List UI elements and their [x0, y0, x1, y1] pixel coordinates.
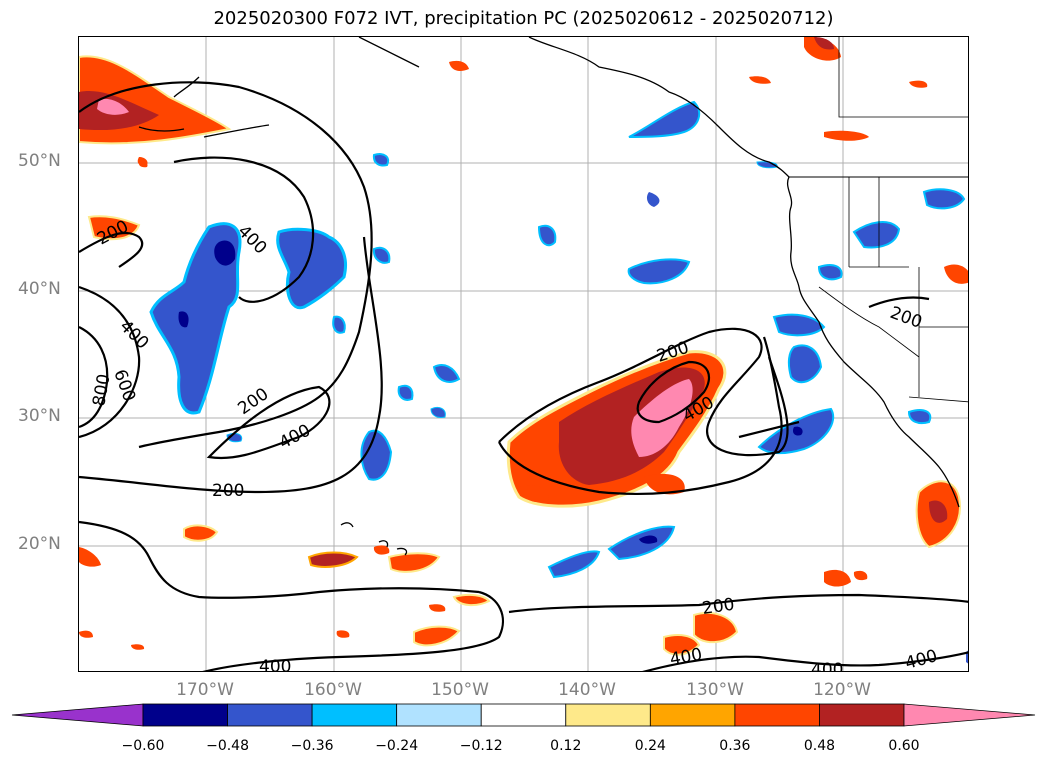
contour-ivt-15 — [868, 296, 930, 309]
contour-label: 400 — [811, 660, 843, 672]
contour-label: 200 — [701, 595, 736, 619]
contour-ivt-9 — [498, 336, 783, 496]
colorbar-tick-label: 0.60 — [888, 738, 920, 754]
contour-label: 400 — [668, 645, 703, 670]
contour-label: 600 — [109, 367, 139, 404]
colorbar-extend-max — [903, 703, 1036, 727]
negative-anomalies — [149, 100, 968, 664]
colorbar-segment — [565, 703, 651, 727]
contour-ivt-7 — [79, 236, 383, 494]
map-title: 2025020300 F072 IVT, precipitation PC (2… — [213, 8, 834, 29]
colorbar-tick-label: −0.48 — [206, 738, 249, 754]
lat-label-30n: 30°N — [18, 406, 61, 426]
contour-ivt-6 — [206, 385, 331, 460]
lon-label-130w: 130°W — [686, 680, 744, 700]
colorbar-tick-label: 0.12 — [550, 738, 582, 754]
anomaly-neg-west — [149, 222, 242, 415]
colorbar-segment — [396, 703, 482, 727]
lon-label-140w: 140°W — [558, 680, 616, 700]
contour-ivt-8 — [498, 327, 789, 457]
coastlines — [138, 37, 968, 556]
contour-ivt-2 — [173, 156, 315, 303]
lat-label-20n: 20°N — [18, 534, 61, 554]
contour-ivt-1 — [79, 81, 373, 449]
colorbar — [11, 703, 1036, 727]
map-panel: 200 400 800 600 400 200 400 200 200 400 … — [78, 36, 969, 672]
lon-label-160w: 160°W — [304, 680, 362, 700]
map-canvas: 200 400 800 600 400 200 400 200 200 400 … — [79, 37, 968, 672]
contour-label: 200 — [212, 481, 244, 501]
colorbar-tick-label: −0.60 — [121, 738, 165, 754]
contour-ivt-10 — [636, 360, 711, 424]
colorbar-segment — [734, 703, 820, 727]
contour-label: 400 — [276, 421, 314, 454]
colorbar-tick-label: −0.12 — [459, 738, 503, 754]
contour-ivt-5 — [79, 232, 144, 268]
colorbar-extend-min — [11, 703, 144, 727]
lon-label-120w: 120°W — [813, 680, 871, 700]
contour-ivt-11 — [79, 520, 480, 599]
colorbar-segment — [819, 703, 905, 727]
colorbar-tick-label: −0.36 — [290, 738, 334, 754]
contour-label: 400 — [903, 646, 940, 672]
lat-label-50n: 50°N — [18, 151, 61, 171]
contour-ivt-16 — [738, 420, 800, 439]
colorbar-tick-label: 0.36 — [719, 738, 751, 754]
contour-label: 400 — [259, 657, 291, 672]
colorbar-segment — [311, 703, 398, 727]
positive-anomalies — [79, 37, 968, 656]
contour-label: 400 — [115, 316, 152, 353]
contour-ivt-12 — [202, 590, 504, 671]
colorbar-segment — [480, 703, 567, 727]
colorbar-tick-label: −0.24 — [375, 738, 419, 754]
lon-label-150w: 150°W — [431, 680, 489, 700]
contour-ivt-13 — [508, 593, 968, 614]
contour-ivt-14 — [642, 651, 968, 671]
contour-label: 200 — [234, 384, 272, 419]
ivt-contours — [79, 81, 968, 671]
colorbar-segment — [649, 703, 736, 727]
colorbar-tick-label: 0.48 — [803, 738, 836, 754]
contour-label: 800 — [89, 372, 114, 407]
colorbar-segment — [142, 703, 228, 727]
colorbar-tick-label: 0.24 — [634, 738, 666, 754]
lat-label-40n: 40°N — [18, 279, 61, 299]
contour-ivt-4 — [79, 326, 109, 429]
contour-ivt-3 — [79, 285, 141, 439]
lon-label-170w: 170°W — [176, 680, 234, 700]
colorbar-segment — [227, 703, 313, 727]
